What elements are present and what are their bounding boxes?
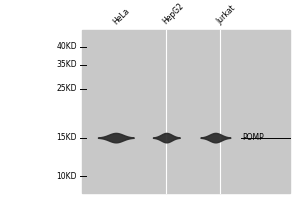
Text: 10KD: 10KD (57, 172, 77, 181)
Text: 40KD: 40KD (57, 42, 77, 51)
Text: 25KD: 25KD (57, 84, 77, 93)
Text: 15KD: 15KD (57, 133, 77, 142)
Text: HeLa: HeLa (111, 6, 131, 26)
Bar (82, 30, 290, 193)
Text: 35KD: 35KD (57, 60, 77, 69)
Text: HepG2: HepG2 (160, 1, 185, 26)
Text: Jurkat: Jurkat (215, 4, 238, 26)
Text: POMP: POMP (242, 133, 264, 142)
